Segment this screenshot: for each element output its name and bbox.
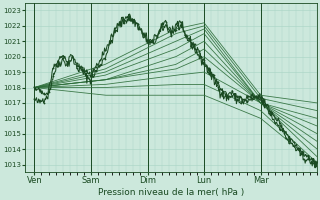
X-axis label: Pression niveau de la mer( hPa ): Pression niveau de la mer( hPa ) bbox=[98, 188, 244, 197]
